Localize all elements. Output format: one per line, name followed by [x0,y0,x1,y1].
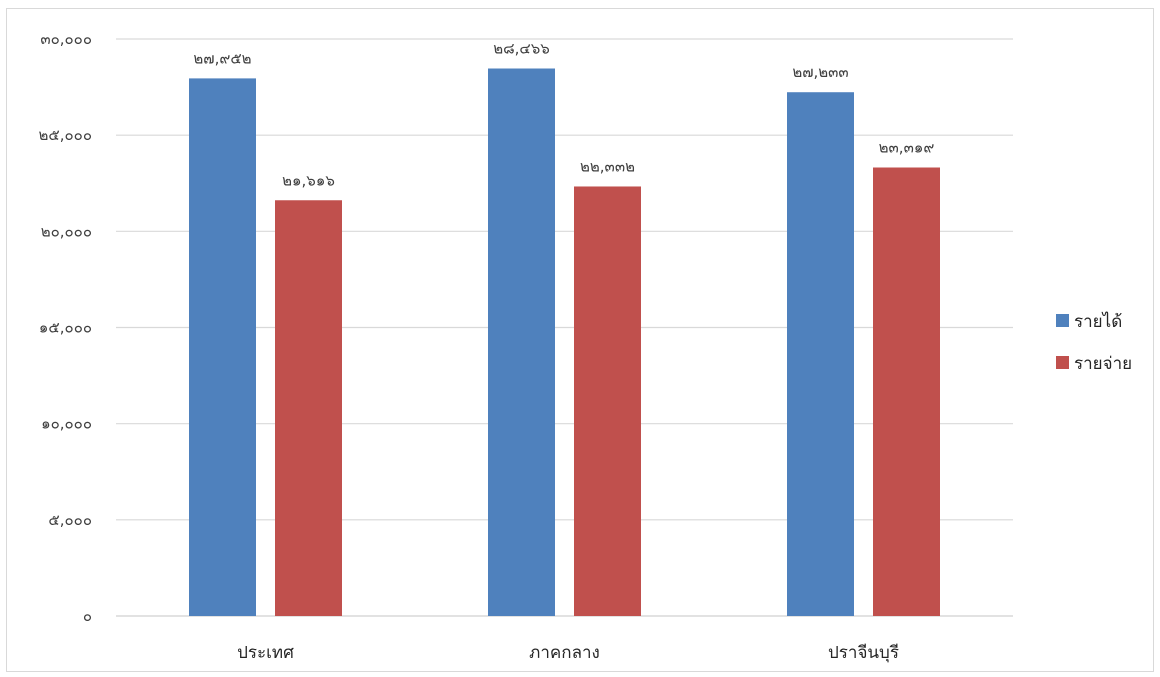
legend-swatch [1056,314,1069,327]
y-tick-label: ๓๐,๐๐๐ [40,30,92,48]
y-tick-label: ๒๕,๐๐๐ [39,126,92,144]
category-label: ปราจีนบุรี [828,643,899,663]
category-labels: ประเทศ ภาคกลาง ปราจีนบุรี [237,643,899,663]
bar [787,92,854,617]
legend-label: รายจ่าย [1074,354,1132,374]
bar [189,78,256,616]
data-label: ๒๘,๔๖๖ [493,40,550,58]
legend-swatch [1056,356,1069,369]
category-label: ภาคกลาง [529,643,600,663]
data-label: ๒๗,๙๕๒ [193,49,251,67]
y-tick-label: ๑๐,๐๐๐ [41,415,92,433]
bar [873,167,940,616]
data-label: ๒๗,๒๓๓ [792,63,848,81]
data-label: ๒๓,๓๑๙ [879,138,935,156]
y-tick-label: ๒๐,๐๐๐ [41,222,92,240]
data-label: ๒๑,๖๑๖ [282,171,335,189]
y-tick-label: ๐ [83,607,92,625]
data-label: ๒๒,๓๓๒ [580,157,635,175]
bar [488,68,555,617]
y-tick-label: ๑๕,๐๐๐ [39,319,92,337]
bars [189,68,940,617]
category-label: ประเทศ [237,643,294,663]
bar [275,200,342,617]
legend: รายได้รายจ่าย [1056,311,1132,374]
y-axis-tick-labels: ๐ ๕,๐๐๐ ๑๐,๐๐๐ ๑๕,๐๐๐ ๒๐,๐๐๐ ๒๕,๐๐๐ ๓๐,๐๐๐ [39,30,92,625]
y-tick-label: ๕,๐๐๐ [48,511,92,529]
grid-lines [116,38,1013,617]
bar [574,186,641,616]
legend-label: รายได้ [1074,311,1122,332]
